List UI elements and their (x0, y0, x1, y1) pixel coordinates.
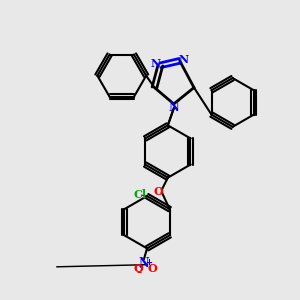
Text: O: O (153, 185, 163, 197)
Text: N: N (168, 101, 179, 114)
Text: O: O (148, 263, 157, 274)
Text: N: N (151, 58, 161, 69)
Text: N: N (138, 257, 149, 270)
Text: Cl: Cl (133, 189, 146, 200)
Text: N: N (178, 54, 188, 65)
Text: +: + (145, 258, 152, 267)
Text: O: O (133, 263, 143, 274)
Text: -: - (136, 266, 141, 279)
